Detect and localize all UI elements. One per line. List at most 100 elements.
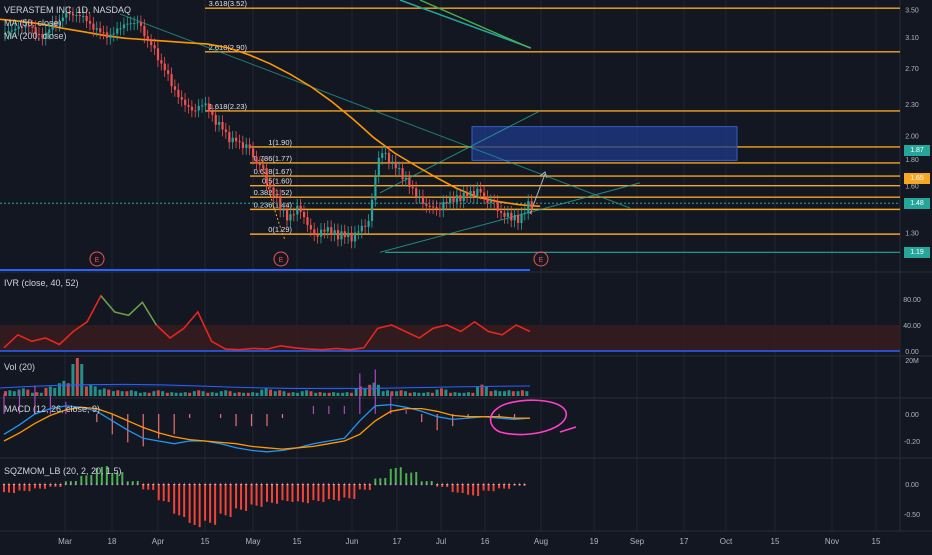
squeeze-dot: +	[8, 482, 11, 488]
candle-body	[129, 23, 132, 25]
candle-body	[214, 114, 217, 125]
candle-body	[167, 70, 170, 75]
volume-bar	[156, 390, 160, 396]
volume-bar	[507, 390, 511, 396]
squeeze-dot: +	[363, 482, 366, 488]
fib-level-label: 0.618(1.67)	[254, 167, 293, 176]
candle-body	[241, 142, 245, 148]
squeeze-dot: +	[28, 482, 31, 488]
squeeze-dot: +	[3, 482, 6, 488]
squeeze-dot: +	[219, 482, 222, 488]
candle-body	[201, 105, 204, 107]
squeeze-dot: +	[240, 482, 243, 488]
squeeze-dot: +	[116, 482, 119, 488]
squeeze-dot: +	[152, 482, 155, 488]
squeeze-dot: +	[337, 482, 340, 488]
squeeze-dot: +	[379, 482, 382, 488]
candle-body	[228, 132, 231, 143]
volume-bar	[341, 392, 345, 396]
candle-body	[119, 28, 122, 30]
candle-body	[4, 33, 7, 35]
volume-bar	[336, 392, 340, 396]
candle-body	[231, 137, 234, 143]
candle-body	[313, 229, 316, 235]
squeeze-dot: +	[167, 482, 170, 488]
squeeze-dot: +	[147, 482, 150, 488]
squeeze-dot: +	[90, 482, 93, 488]
candle-body	[218, 121, 221, 125]
squeeze-dot: +	[296, 482, 299, 488]
squeeze-dot: +	[430, 482, 433, 488]
fib-level-label: 0.236(1.44)	[254, 200, 293, 209]
squeeze-dot: +	[332, 482, 335, 488]
candle-body	[377, 157, 380, 177]
candle-body	[466, 193, 469, 197]
ivr-tick-label: 40.00	[903, 323, 921, 330]
candle-body	[58, 21, 61, 25]
squeeze-dot: +	[193, 482, 196, 488]
candle-body	[61, 17, 64, 22]
candle-body	[469, 190, 472, 197]
candle-body	[428, 205, 431, 207]
candle-body	[435, 207, 438, 209]
squeeze-dot: +	[374, 482, 377, 488]
price-tick-label: 2.30	[905, 102, 919, 109]
ma50-line	[0, 18, 541, 208]
squeeze-dot: +	[317, 482, 320, 488]
candle-body	[17, 26, 20, 29]
candle-body	[78, 15, 81, 17]
volume-bar	[287, 392, 291, 396]
x-tick-label: 15	[201, 537, 210, 546]
candle-body	[105, 32, 109, 38]
volume-bar	[62, 380, 66, 396]
volume-bar	[457, 392, 461, 396]
hand-drawn-circle	[489, 399, 577, 436]
candle-body	[143, 25, 146, 37]
volume-bar	[354, 388, 358, 396]
candle-body	[139, 22, 143, 26]
price-pane[interactable]: 3.618(3.52)2.618(2.90)1.618(2.23)1(1.90)…	[0, 0, 900, 271]
squeeze-dot: +	[353, 482, 356, 488]
squeeze-dot: +	[461, 482, 464, 488]
volume-bar	[503, 391, 507, 396]
squeeze-dot: +	[399, 482, 402, 488]
candle-body	[262, 165, 265, 169]
volume-bar	[439, 388, 443, 396]
volume-bar	[251, 392, 255, 396]
volume-tick-label: 20M	[905, 358, 919, 365]
volume-bar	[48, 386, 52, 396]
candle-body	[116, 28, 119, 34]
candle-body	[510, 212, 513, 221]
volume-bar	[278, 390, 282, 396]
volume-bar	[80, 364, 84, 396]
squeeze-dot: +	[472, 482, 475, 488]
price-tick-label: 1.80	[905, 157, 919, 164]
squeeze-dot: +	[13, 482, 16, 488]
squeeze-dot: +	[121, 482, 124, 488]
candle-body	[520, 213, 523, 224]
squeeze-dot: +	[487, 482, 490, 488]
sqzmom-pane[interactable]: + + + + + + + + + + + + + + + + + + + + + + + + + + + + + + + + + + + + + + + +…	[3, 466, 527, 528]
candle-body	[177, 89, 180, 98]
squeeze-dot: +	[291, 482, 294, 488]
earnings-marker	[533, 251, 549, 267]
candle-body	[459, 195, 462, 202]
volume-bar	[489, 391, 493, 396]
candle-body	[340, 231, 343, 240]
squeeze-dot: +	[394, 482, 397, 488]
candle-body	[415, 188, 418, 197]
volume-bar	[170, 392, 174, 396]
candle-body	[54, 22, 58, 25]
ivr-pane[interactable]	[0, 294, 900, 352]
candle-body	[82, 15, 85, 17]
candle-body	[296, 205, 299, 215]
x-tick-label: Mar	[58, 537, 72, 546]
volume-pane[interactable]	[0, 358, 531, 396]
volume-bar	[417, 392, 421, 396]
macd-pane[interactable]	[3, 369, 577, 453]
earnings-marker	[89, 251, 105, 267]
candle-body	[207, 103, 211, 112]
squeeze-dot: +	[229, 482, 232, 488]
